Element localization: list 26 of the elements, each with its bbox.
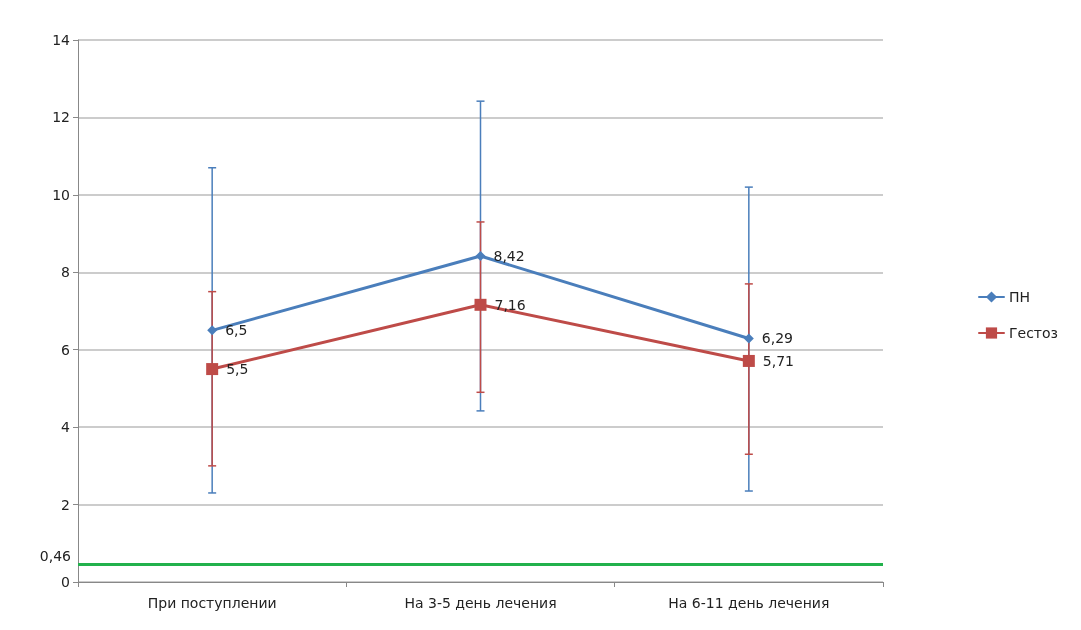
y-tick-label: 2 [61, 496, 70, 513]
data-label: 8,42 [493, 248, 525, 265]
y-tick-label: 4 [61, 419, 71, 436]
legend-label: Гестоз [1008, 325, 1058, 341]
y-tick-label: 8 [61, 264, 70, 281]
x-tick-label: На 6-11 день лечения [668, 595, 830, 611]
data-label: 6,5 [225, 322, 248, 339]
x-tick-label: На 3-5 день лечения [404, 595, 557, 611]
data-label: 7,16 [494, 296, 526, 313]
data-label: 6,29 [761, 330, 794, 347]
point [207, 325, 218, 336]
data-label: 5,71 [762, 352, 795, 369]
point [474, 298, 487, 311]
y-tick-label: 14 [52, 32, 71, 48]
y-tick-label: 0 [61, 574, 70, 590]
y-tick-label: 12 [52, 109, 70, 126]
data-label: 5,5 [226, 361, 249, 378]
legend-label: ПН [1008, 289, 1031, 305]
point [475, 251, 486, 262]
point [743, 333, 754, 344]
y-tick-label: 6 [61, 341, 71, 358]
y-tick-label: 10 [52, 186, 70, 203]
point [206, 363, 219, 376]
point [742, 354, 755, 367]
ref-line-label: 0,46 [39, 548, 72, 565]
x-tick-label: При поступлении [147, 595, 277, 611]
